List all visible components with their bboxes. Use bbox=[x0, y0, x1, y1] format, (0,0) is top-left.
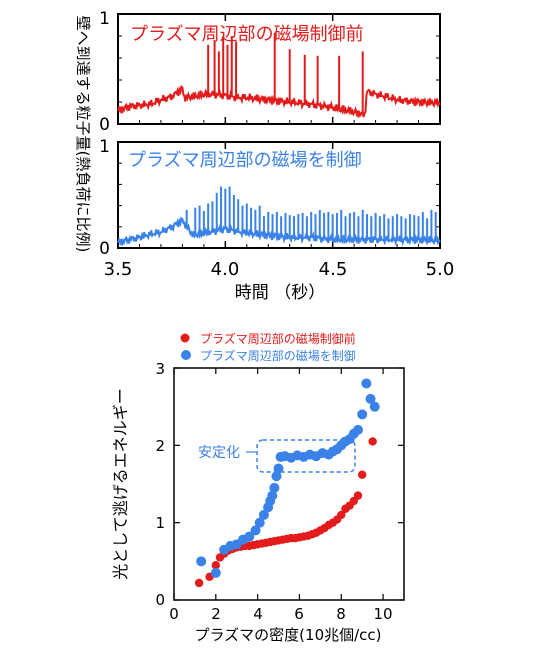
legend-label-blue: プラズマ周辺部の磁場を制御 bbox=[200, 348, 356, 363]
scatter-xtick-2: 2 bbox=[211, 605, 221, 623]
panel-1-ticks bbox=[117, 14, 441, 124]
scatter-point-blue bbox=[271, 471, 282, 482]
time-xtick-3.5: 3.5 bbox=[104, 259, 133, 280]
panel-2-ytick-1: 1 bbox=[99, 137, 110, 157]
scatter-point-blue bbox=[269, 482, 280, 493]
stabilization-label: 安定化 bbox=[198, 445, 240, 461]
panel-2-series-0-line bbox=[117, 216, 441, 247]
scatter-plot bbox=[194, 378, 380, 588]
scatter-point-blue bbox=[365, 393, 376, 404]
scatter-ticks bbox=[173, 367, 404, 601]
panel-1-ytick-0: 0 bbox=[99, 115, 110, 135]
scatter-point-red bbox=[353, 491, 363, 500]
scatter-point-blue bbox=[357, 409, 368, 420]
scatter-xtick-0: 0 bbox=[169, 605, 179, 623]
scatter-point-blue bbox=[267, 490, 278, 501]
scatter-ytick-2: 2 bbox=[155, 437, 165, 455]
panel-1-series-0-line bbox=[117, 85, 441, 118]
scatter-point-blue bbox=[210, 567, 221, 578]
panel-2-ticks bbox=[117, 142, 441, 248]
stabilization-box bbox=[256, 439, 356, 473]
scatter-point-blue bbox=[353, 424, 363, 435]
scatter-point-red bbox=[337, 510, 346, 520]
scatter-point-blue bbox=[244, 531, 255, 542]
scatter-point-blue bbox=[254, 517, 265, 528]
scatter-chart: 安定化 プラズマ周辺部の磁場制御前 プラズマ周辺部の磁場を制御 3 2 1 0 … bbox=[111, 331, 405, 644]
scatter-ytick-3: 3 bbox=[155, 360, 165, 378]
scatter-ytick-1: 1 bbox=[155, 514, 165, 532]
scatter-xtick-10: 10 bbox=[373, 605, 392, 623]
panel-1-ytick-1: 1 bbox=[99, 9, 110, 29]
panel-1: プラズマ周辺部の磁場制御前 1 0 bbox=[99, 9, 441, 135]
legend-label-red: プラズマ周辺部の磁場制御前 bbox=[200, 331, 356, 346]
scatter-xtick-6: 6 bbox=[294, 605, 304, 623]
scatter-point-blue bbox=[361, 378, 372, 389]
legend-marker-blue bbox=[181, 350, 191, 360]
scatter-point-blue bbox=[250, 525, 261, 536]
panel-2-title: プラズマ周辺部の磁場を制御 bbox=[128, 150, 362, 171]
scatter-ylabel: 光として逃げるエネルギー bbox=[111, 388, 130, 580]
panel-2: プラズマ周辺部の磁場を制御 1 0 bbox=[99, 137, 441, 259]
scatter-point-red bbox=[194, 578, 204, 588]
scatter-xtick-4: 4 bbox=[253, 605, 263, 623]
time-xtick-4.0: 4.0 bbox=[211, 259, 240, 280]
time-xlabel: 時間 （秒） bbox=[235, 283, 325, 303]
time-xtick-4.5: 4.5 bbox=[319, 259, 348, 280]
panel-1-plot bbox=[117, 32, 441, 118]
scatter-point-red bbox=[211, 561, 221, 570]
panel-2-plot bbox=[117, 186, 441, 247]
legend-marker-red bbox=[180, 333, 190, 343]
scatter-point-blue bbox=[196, 556, 207, 567]
panel-2-ytick-0: 0 bbox=[99, 239, 110, 259]
panel-2-frame bbox=[117, 141, 441, 249]
scatter-point-blue bbox=[273, 463, 284, 474]
scatter-ytick-0: 0 bbox=[155, 591, 165, 609]
time-xtick-5.0: 5.0 bbox=[426, 259, 455, 280]
scatter-point-red bbox=[368, 437, 377, 446]
scatter-frame bbox=[173, 367, 405, 601]
scatter-point-blue bbox=[369, 401, 380, 412]
scatter-point-blue bbox=[258, 509, 269, 520]
scatter-xlabel: プラズマの密度(10兆個/cc) bbox=[194, 626, 381, 644]
scatter-xtick-8: 8 bbox=[336, 605, 346, 623]
panel-1-frame bbox=[117, 13, 441, 125]
panel-1-title: プラズマ周辺部の磁場制御前 bbox=[130, 24, 364, 45]
time-ylabel: 壁へ到達する粒子量(熱負荷に比例) bbox=[74, 16, 92, 253]
scatter-point-red bbox=[357, 470, 367, 479]
